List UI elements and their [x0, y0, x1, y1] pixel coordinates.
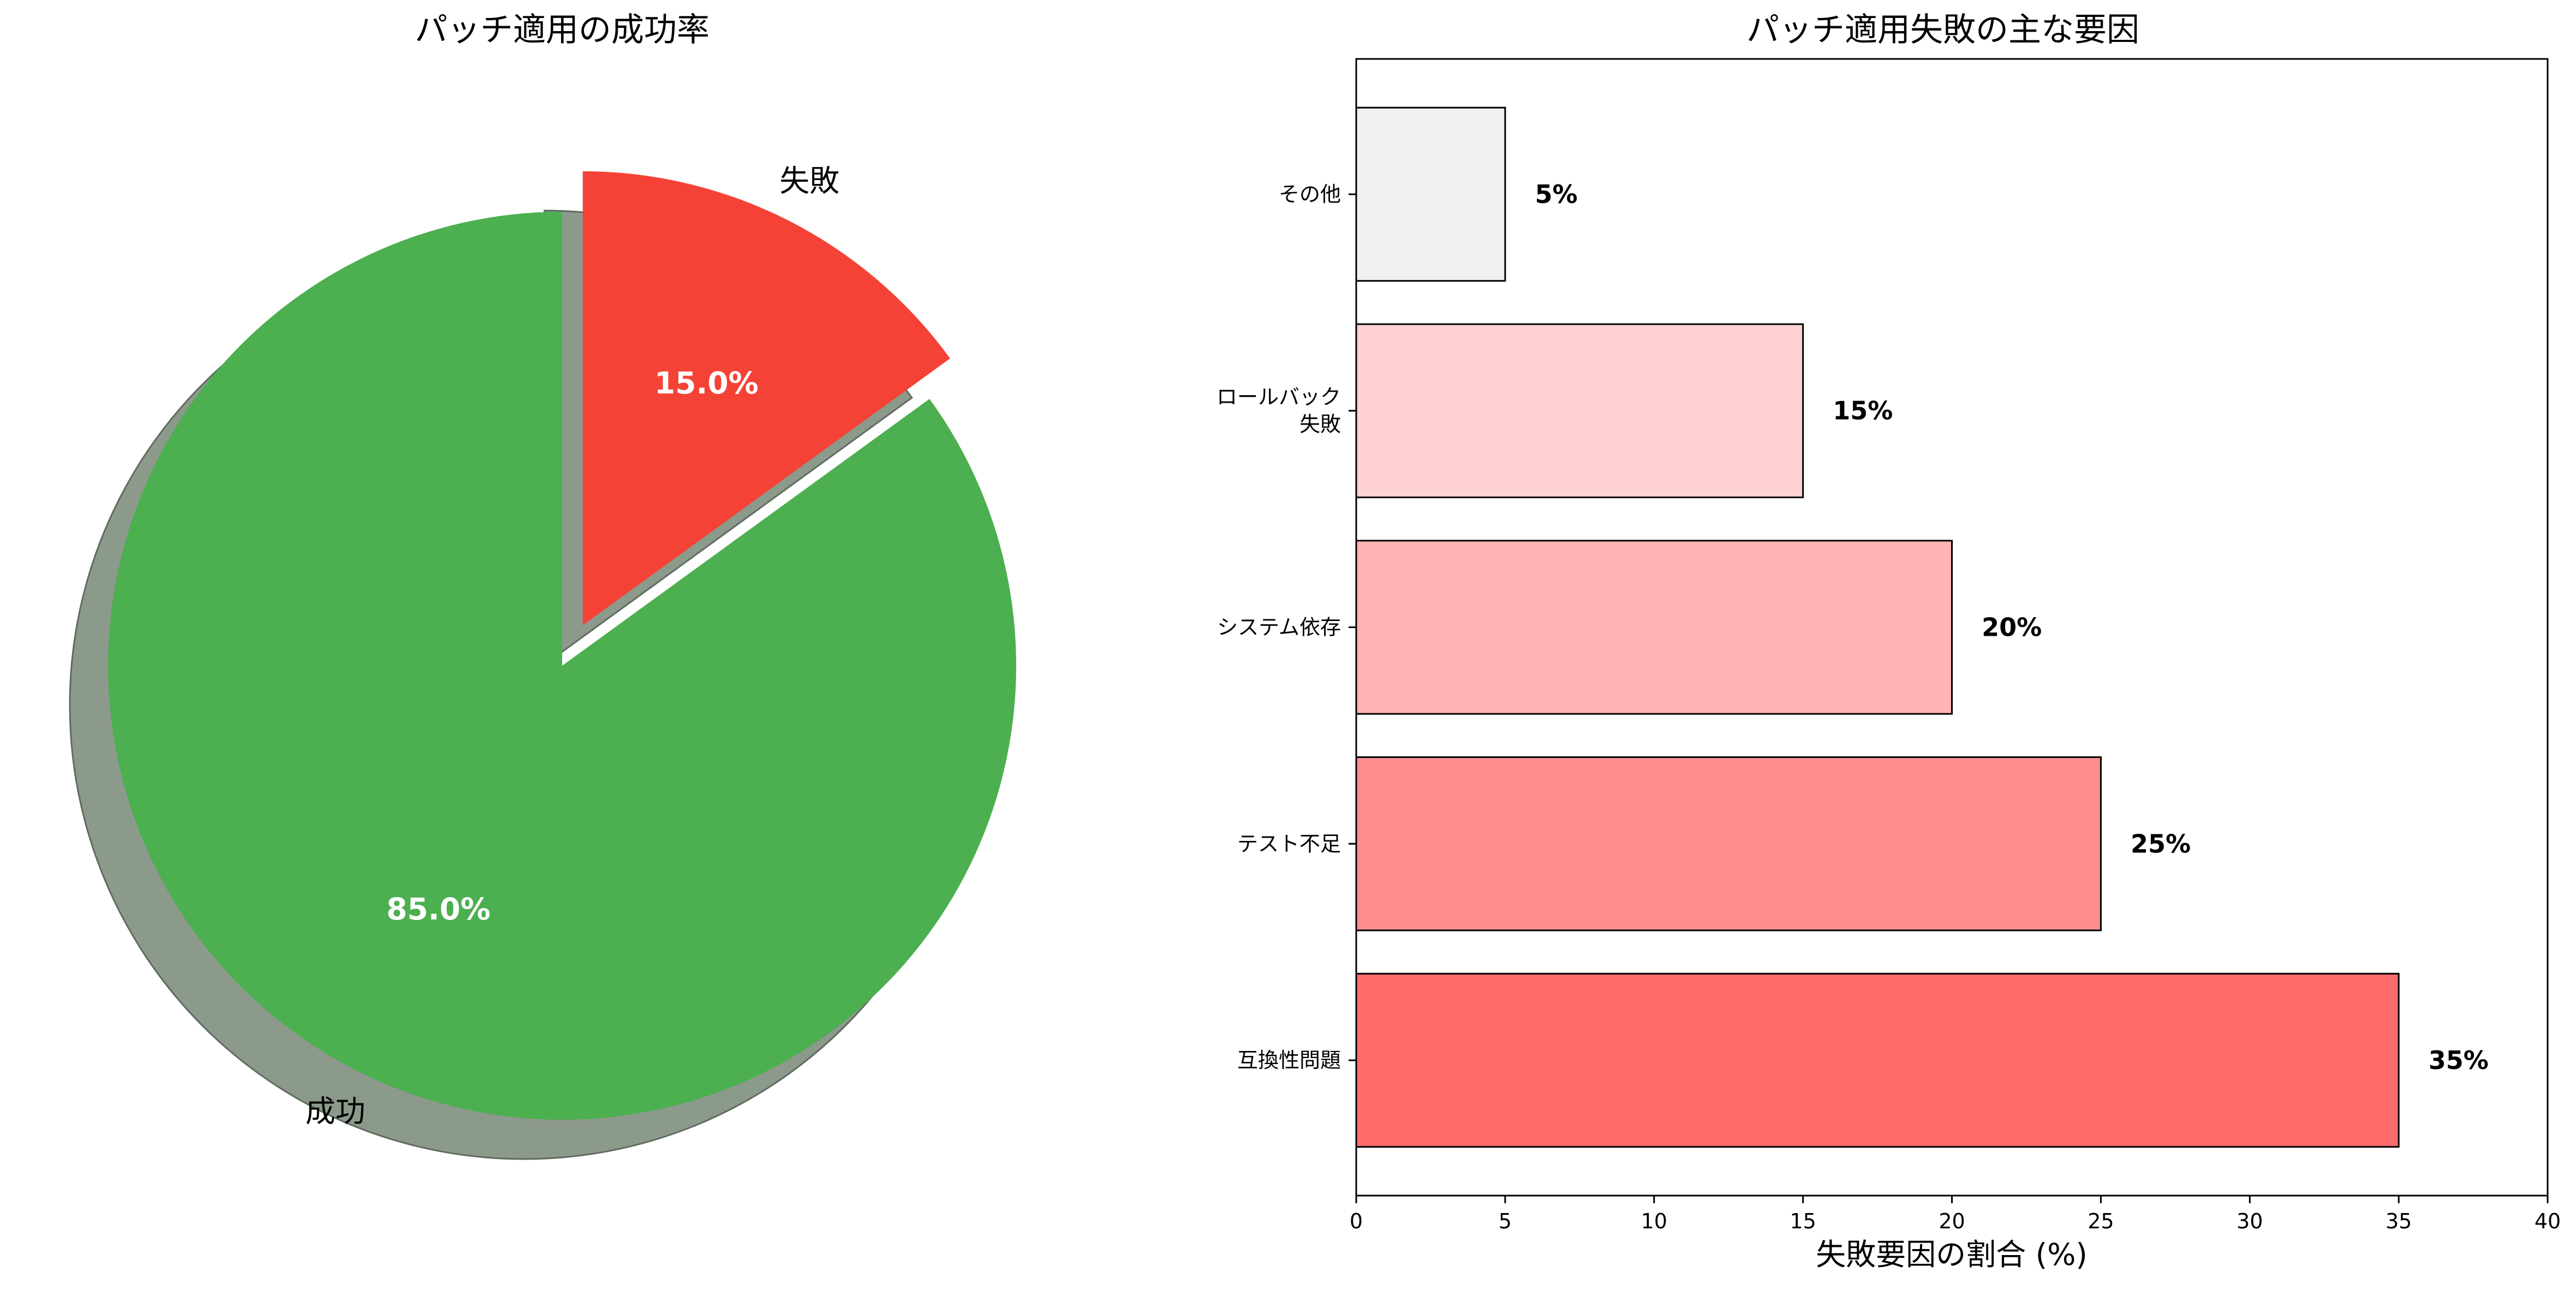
bar-value-label: 20%	[1982, 613, 2042, 642]
x-tick-label: 20	[1939, 1209, 1965, 1233]
pie-slice-success	[108, 212, 1017, 1120]
x-tick-label: 25	[2088, 1209, 2114, 1233]
bar-2	[1355, 756, 2102, 931]
x-tick-label: 40	[2535, 1209, 2561, 1233]
pie-slice-failure-label: 失敗	[779, 163, 839, 198]
x-axis-ticks: 0 5 10 15 20 25 30 35 40	[1350, 1196, 2561, 1233]
x-tick-label: 15	[1790, 1209, 1816, 1233]
y-tick-label: ロールバック	[1217, 385, 1341, 409]
x-tick-label: 0	[1350, 1209, 1363, 1233]
bar-value-label: 5%	[1535, 180, 1577, 209]
y-tick-label: 失敗	[1299, 413, 1341, 437]
pie-labels: 成功 85.0% 失敗 15.0%	[306, 163, 840, 1128]
pie-slices	[108, 171, 1017, 1120]
bar-1	[1355, 972, 2400, 1148]
pie-chart-title: パッチ適用の成功率	[415, 11, 709, 49]
pie-slice-failure	[582, 171, 950, 625]
x-tick-label: 10	[1641, 1209, 1667, 1233]
bar-value-label: 15%	[1833, 396, 1893, 426]
bar-chart-title: パッチ適用失敗の主な要因	[1746, 11, 2139, 49]
bar-4	[1355, 323, 1804, 498]
y-tick-label: システム依存	[1217, 616, 1341, 640]
y-tick-label: テスト不足	[1237, 832, 1341, 856]
bar-chart-bars	[1355, 106, 2400, 1148]
bar-value-label: 25%	[2131, 829, 2191, 858]
pie-chart: パッチ適用の成功率 成功 85.0% 失敗 15.0%	[69, 11, 1017, 1160]
y-tick-label: その他	[1279, 182, 1341, 206]
x-tick-label: 5	[1499, 1209, 1512, 1233]
bar-value-labels: 35% 25% 20% 15% 5%	[1535, 180, 2488, 1075]
bar-5	[1355, 106, 1506, 282]
y-tick-label: 互換性問題	[1237, 1048, 1341, 1072]
pie-slice-failure-percent: 15.0%	[654, 366, 759, 401]
x-tick-label: 30	[2237, 1209, 2263, 1233]
pie-slice-success-label: 成功	[306, 1094, 366, 1128]
bar-value-label: 35%	[2429, 1046, 2489, 1075]
bar-3	[1355, 540, 1953, 715]
x-axis-label: 失敗要因の割合 (%)	[1816, 1237, 2088, 1272]
x-tick-label: 35	[2386, 1209, 2412, 1233]
pie-slice-success-percent: 85.0%	[386, 892, 491, 927]
